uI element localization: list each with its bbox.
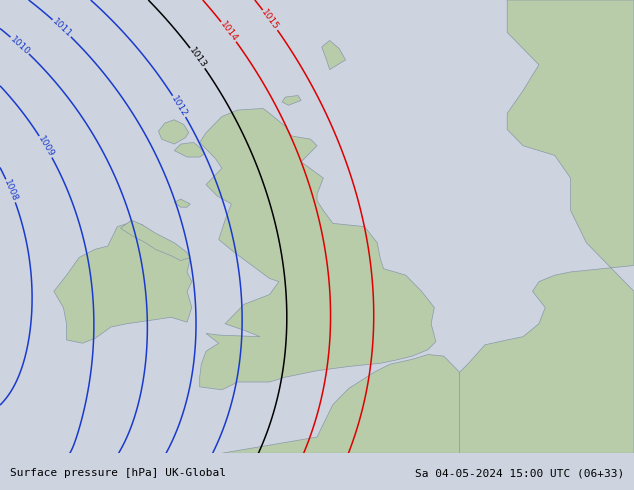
Text: Surface pressure [hPa] UK-Global: Surface pressure [hPa] UK-Global [10, 468, 226, 478]
Text: Sa 04-05-2024 15:00 UTC (06+33): Sa 04-05-2024 15:00 UTC (06+33) [415, 468, 624, 478]
Text: 1015: 1015 [260, 8, 281, 32]
Text: 1014: 1014 [218, 20, 239, 44]
Text: 1011: 1011 [50, 17, 74, 39]
Polygon shape [200, 108, 436, 390]
Polygon shape [222, 354, 460, 453]
Text: 1010: 1010 [8, 34, 32, 56]
Polygon shape [174, 143, 205, 157]
Polygon shape [158, 120, 189, 144]
Text: 1009: 1009 [36, 134, 55, 159]
Text: 1012: 1012 [169, 94, 189, 119]
Text: 1008: 1008 [3, 178, 19, 203]
Polygon shape [321, 41, 346, 70]
Polygon shape [460, 0, 634, 453]
Polygon shape [174, 199, 190, 207]
Text: 1013: 1013 [187, 46, 208, 70]
Polygon shape [120, 220, 190, 261]
Polygon shape [282, 96, 301, 105]
Polygon shape [54, 222, 192, 343]
